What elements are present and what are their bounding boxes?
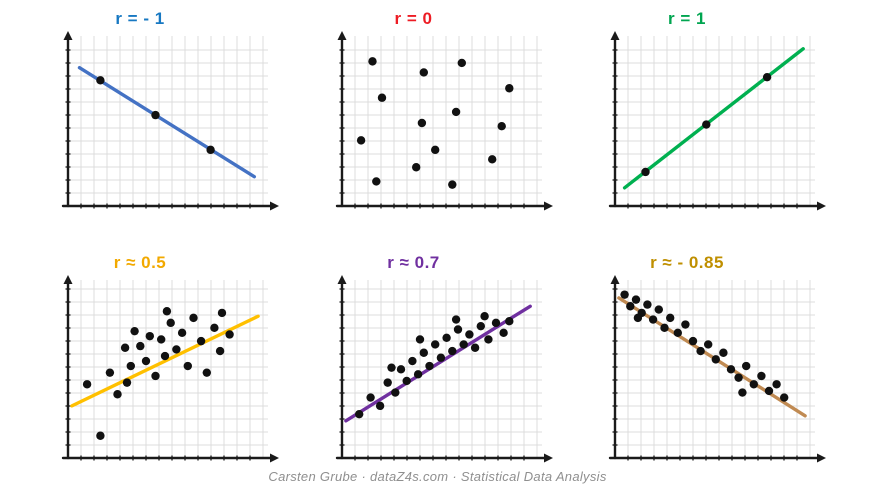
credit-line: Carsten Grube · dataZ4s.com · Statistica… <box>268 469 607 484</box>
panel-title-r-negative-085: r ≈ - 0.85 <box>650 253 724 272</box>
panel-title-r-positive-1: r = 1 <box>668 9 706 28</box>
scatter-plot-r-negative-1 <box>61 31 279 211</box>
scatter-plot-r-07 <box>335 275 553 463</box>
panel-r-07: r ≈ 0.7 <box>326 252 554 474</box>
chart-row-top: r = - 1 r = 0 r = 1 <box>52 8 827 222</box>
scatter-plot-r-05 <box>61 275 279 463</box>
panel-title-r-07: r ≈ 0.7 <box>387 253 440 272</box>
panel-r-05: r ≈ 0.5 <box>52 252 280 474</box>
panel-r-negative-085: r ≈ - 0.85 <box>599 252 827 474</box>
chart-row-bottom: r ≈ 0.5 r ≈ 0.7 r ≈ - 0.85 <box>52 252 827 474</box>
panel-title-r-05: r ≈ 0.5 <box>113 253 167 272</box>
panel-r-negative-1: r = - 1 <box>52 8 280 222</box>
panel-title-r-negative-1: r = - 1 <box>115 9 165 28</box>
panel-r-positive-1: r = 1 <box>599 8 827 222</box>
panel-r-zero: r = 0 <box>326 8 554 222</box>
scatter-plot-r-zero <box>335 31 553 211</box>
panel-title-r-zero: r = 0 <box>394 9 433 28</box>
chart-grid: r = - 1 r = 0 r = 1 r ≈ 0.5 r ≈ 0.7 <box>52 8 827 474</box>
scatter-plot-r-negative-085 <box>608 275 826 463</box>
scatter-plot-r-positive-1 <box>608 31 826 211</box>
